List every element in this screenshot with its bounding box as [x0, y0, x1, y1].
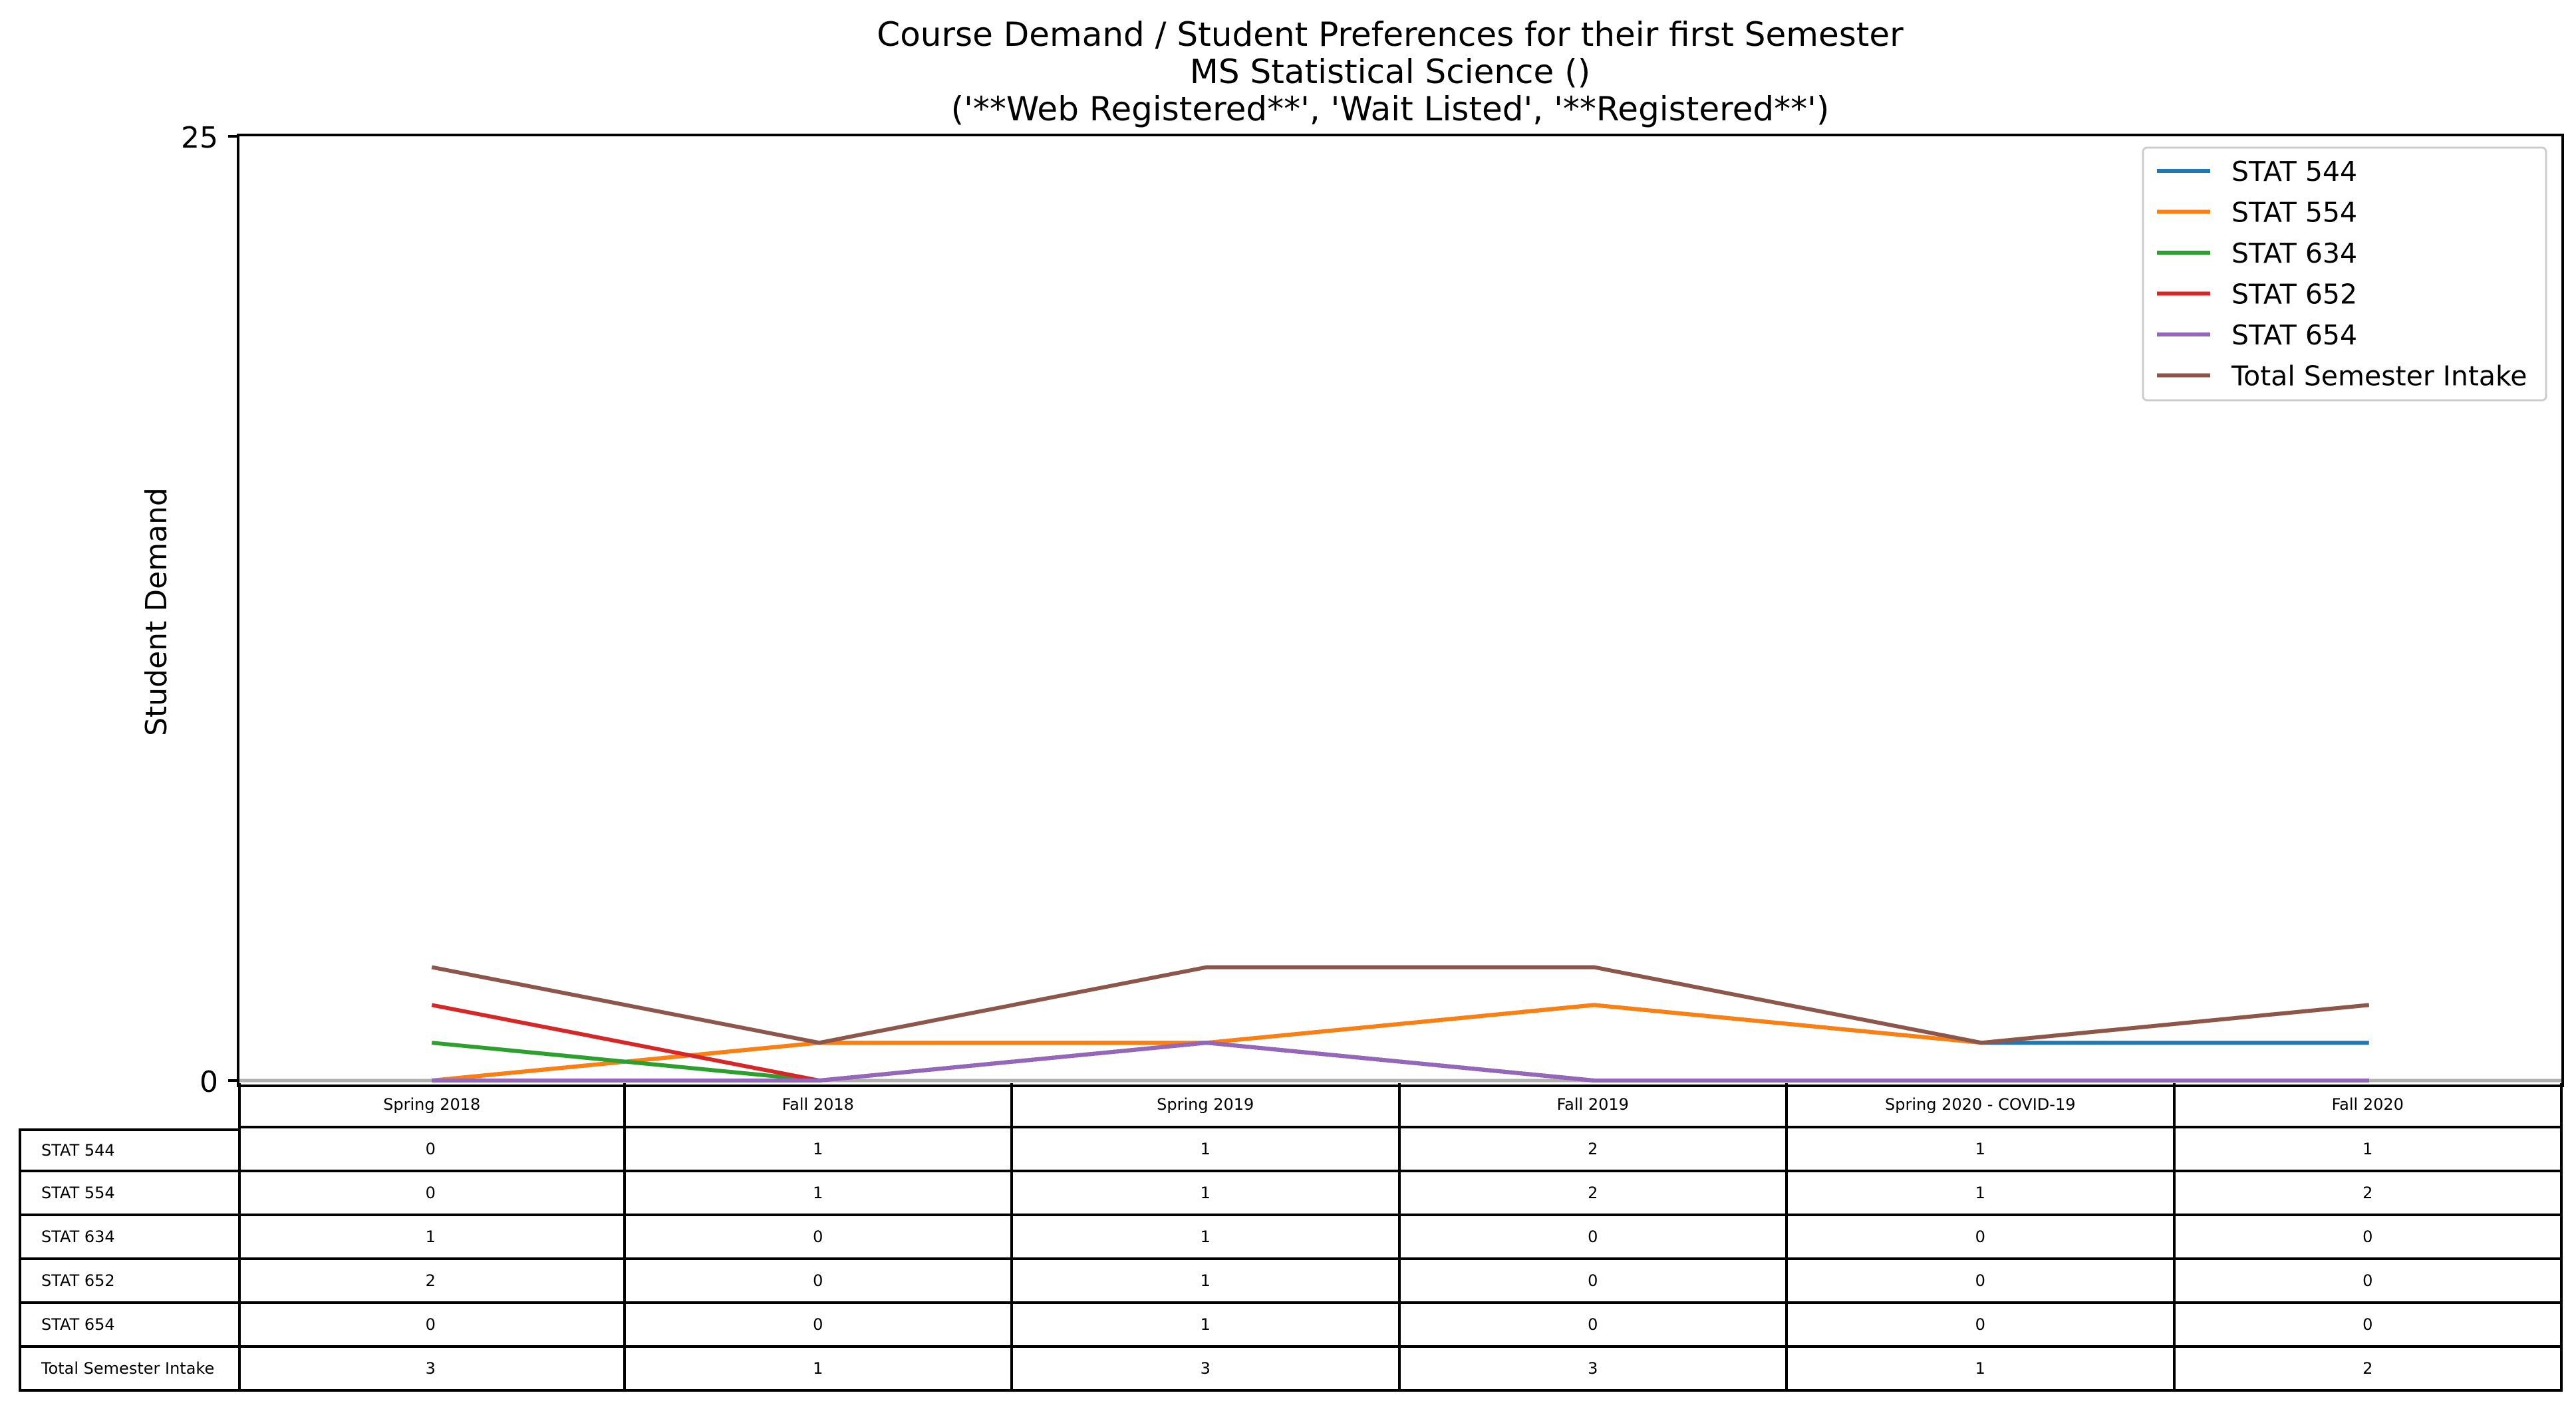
table-cell: 0 [1788, 1260, 2176, 1304]
legend-label: STAT 554 [2231, 197, 2357, 229]
plot-area-frame [237, 134, 2564, 1087]
table-cell: 0 [625, 1304, 1013, 1348]
table-column-header: Spring 2019 [1013, 1083, 1401, 1128]
table-row-label: STAT 654 [19, 1304, 241, 1348]
table-cell: 0 [238, 1172, 626, 1216]
table-cell: 1 [1788, 1172, 2176, 1216]
legend-label: STAT 544 [2231, 156, 2357, 188]
legend-label: STAT 654 [2231, 319, 2357, 351]
legend: STAT 544 STAT 554 STAT 634 STAT 652 STAT 654… [2142, 146, 2547, 402]
table-cell: 0 [1400, 1304, 1788, 1348]
table-cell: 1 [1788, 1348, 2176, 1392]
chart-subtitle-statuses: ('**Web Registered**', 'Wait Listed', '*… [950, 90, 1830, 128]
y-tick-label: 25 [181, 121, 218, 155]
table-cell: 1 [2175, 1128, 2563, 1172]
table-cell: 0 [625, 1260, 1013, 1304]
table-cell: 0 [1400, 1260, 1788, 1304]
table-cell: 1 [1013, 1216, 1401, 1260]
table-row-label: STAT 544 [19, 1128, 241, 1172]
table-cell: 0 [625, 1216, 1013, 1260]
table-cell: 2 [1400, 1128, 1788, 1172]
table-column-header: Fall 2019 [1400, 1083, 1788, 1128]
table-cell: 0 [1788, 1304, 2176, 1348]
table-cell: 1 [1013, 1172, 1401, 1216]
table-cell: 0 [1400, 1216, 1788, 1260]
table-row-label: Total Semester Intake [19, 1348, 241, 1392]
table-row-label: STAT 634 [19, 1216, 241, 1260]
table-cell: 1 [238, 1216, 626, 1260]
chart-title: Course Demand / Student Preferences for … [877, 15, 1904, 54]
table-cell: 2 [2175, 1172, 2563, 1216]
table-cell: 2 [2175, 1348, 2563, 1392]
table-cell: 0 [238, 1304, 626, 1348]
table-cell: 1 [1013, 1128, 1401, 1172]
table-cell: 1 [625, 1348, 1013, 1392]
table-cell: 1 [1013, 1304, 1401, 1348]
table-cell: 0 [2175, 1216, 2563, 1260]
table-cell: 1 [1788, 1128, 2176, 1172]
table-cell: 1 [625, 1128, 1013, 1172]
table-cell: 3 [238, 1348, 626, 1392]
table-cell: 1 [625, 1172, 1013, 1216]
table-cell: 0 [2175, 1304, 2563, 1348]
table-cell: 0 [2175, 1260, 2563, 1304]
y-axis-label: Student Demand [140, 487, 174, 736]
table-cell: 0 [238, 1128, 626, 1172]
series-line-4 [432, 1041, 2369, 1083]
table-column-header: Spring 2020 - COVID-19 [1788, 1083, 2176, 1128]
table-column-header: Fall 2018 [625, 1083, 1013, 1128]
table-cell: 3 [1400, 1348, 1788, 1392]
legend-label: STAT 634 [2231, 237, 2357, 269]
legend-label: Total Semester Intake [2231, 360, 2527, 392]
table-cell: 1 [1013, 1260, 1401, 1304]
table-column-header: Fall 2020 [2175, 1083, 2563, 1128]
series-line-5 [431, 965, 2370, 1045]
table-cell: 2 [1400, 1172, 1788, 1216]
table-row-label: STAT 554 [19, 1172, 241, 1216]
table-cell: 3 [1013, 1348, 1401, 1392]
legend-box [2142, 146, 2547, 402]
legend-label: STAT 652 [2231, 279, 2357, 311]
chart-subtitle: MS Statistical Science () [1189, 53, 1591, 91]
table-cell: 2 [238, 1260, 626, 1304]
y-tick-label: 0 [200, 1065, 218, 1099]
table-row-label: STAT 652 [19, 1260, 241, 1304]
table-cell: 0 [1788, 1216, 2176, 1260]
table-column-header: Spring 2018 [238, 1083, 626, 1128]
